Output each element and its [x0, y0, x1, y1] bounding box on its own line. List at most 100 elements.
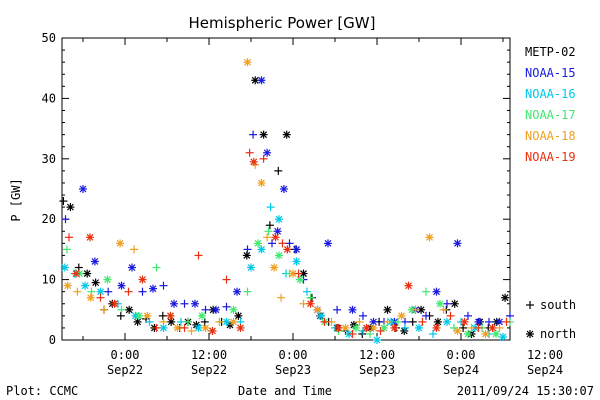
star-marker-stroke: [64, 282, 72, 290]
data-point-north: [90, 257, 99, 266]
data-point-north: [501, 293, 510, 302]
data-point-south: [177, 317, 185, 326]
x-tick-time-label: 12:00: [359, 348, 395, 362]
star-marker-stroke: [111, 300, 118, 308]
data-point-north: [313, 305, 322, 314]
star-marker-stroke: [443, 318, 451, 326]
data-point-south: [446, 311, 455, 320]
y-tick-label: 40: [42, 91, 56, 105]
data-point-north: [257, 178, 266, 187]
star-marker-stroke: [496, 318, 503, 326]
x-tick-date-label: Sep24: [527, 363, 563, 377]
data-point-south: [277, 293, 286, 302]
star-marker-stroke: [342, 324, 349, 332]
star-marker-stroke: [61, 264, 69, 271]
data-point-south: [184, 317, 192, 326]
data-point-north: [341, 323, 350, 332]
y-tick-label: 0: [49, 333, 56, 347]
star-marker-stroke: [250, 158, 258, 166]
data-point-south: [278, 239, 287, 248]
star-marker-stroke: [192, 321, 200, 329]
data-point-south: [303, 287, 311, 296]
x-tick-time-label: 0:00: [111, 348, 140, 362]
star-marker-stroke: [489, 324, 496, 332]
star-marker-stroke: [289, 270, 297, 277]
data-point-north: [306, 299, 315, 308]
data-point-north: [212, 305, 220, 314]
star-marker-stroke: [363, 324, 370, 332]
data-point-north: [243, 58, 252, 67]
data-point-south: [408, 317, 417, 326]
data-point-south: [96, 293, 105, 302]
data-point-north: [397, 311, 406, 320]
star-marker-stroke: [275, 252, 283, 259]
data-point-south: [265, 221, 274, 230]
star-marker-stroke: [91, 258, 99, 265]
star-marker-stroke: [263, 149, 271, 157]
star-marker-stroke: [349, 306, 356, 314]
star-marker-stroke: [293, 258, 300, 265]
data-point-south: [145, 317, 154, 326]
data-point-north: [86, 233, 94, 242]
data-point-south: [327, 317, 336, 326]
star-marker-stroke: [97, 288, 104, 296]
data-point-south: [285, 239, 294, 248]
data-point-south: [266, 203, 275, 212]
star-marker-stroke: [212, 306, 220, 314]
data-point-north: [481, 329, 490, 338]
data-point-north: [72, 269, 80, 278]
x-axis-label: Date and Time: [238, 384, 332, 398]
star-marker-stroke: [433, 288, 440, 296]
data-point-south: [152, 323, 161, 332]
star-marker-stroke: [209, 327, 216, 335]
x-tick-date-label: Sep23: [359, 363, 395, 377]
x-tick-date-label: Sep24: [443, 363, 479, 377]
data-point-north: [453, 326, 462, 335]
data-point-north: [279, 185, 288, 193]
star-marker-stroke: [202, 324, 209, 332]
data-point-north: [249, 157, 258, 166]
data-point-north: [242, 251, 251, 260]
star-marker-stroke: [400, 327, 408, 335]
data-point-south: [100, 305, 108, 314]
data-point-north: [499, 332, 507, 341]
data-point-north: [275, 251, 283, 260]
data-point-south: [200, 317, 209, 326]
data-point-north: [143, 311, 152, 320]
data-point-south: [320, 317, 329, 326]
star-marker-stroke: [118, 282, 125, 290]
data-point-north: [453, 239, 462, 248]
star-marker-stroke: [352, 324, 360, 332]
data-point-north: [91, 278, 100, 287]
data-point-south: [443, 299, 451, 308]
data-point-north: [432, 287, 441, 296]
data-point-south: [61, 215, 70, 224]
star-marker-stroke: [258, 179, 265, 187]
star-marker-stroke: [128, 264, 136, 271]
star-marker-stroke: [170, 300, 178, 308]
star-marker-stroke: [426, 233, 433, 241]
data-point-north: [464, 329, 472, 338]
star-marker-stroke: [104, 276, 111, 284]
star-marker-stroke: [258, 245, 265, 253]
star-marker-stroke: [384, 306, 391, 314]
data-point-south: [502, 317, 511, 326]
star-marker-stroke: [370, 324, 377, 332]
star-marker-stroke: [81, 282, 89, 290]
star-marker-stroke: [300, 270, 307, 277]
star-marker-stroke: [454, 239, 461, 247]
star-marker-stroke: [370, 318, 377, 326]
data-point-south: [187, 326, 196, 335]
y-tick-label: 50: [42, 31, 56, 45]
star-marker-stroke: [270, 264, 278, 271]
star-marker-stroke: [243, 252, 251, 259]
data-point-south: [104, 287, 113, 296]
data-point-south: [274, 166, 283, 175]
data-point-north: [229, 317, 238, 326]
star-marker-stroke: [125, 306, 133, 314]
star-marker-stroke: [296, 276, 304, 284]
star-marker-stroke: [335, 324, 342, 332]
star-marker-stroke: [92, 279, 100, 287]
star-marker-stroke: [272, 233, 279, 241]
plot-axes: 010203040500:00Sep2212:00Sep220:00Sep231…: [42, 31, 564, 377]
